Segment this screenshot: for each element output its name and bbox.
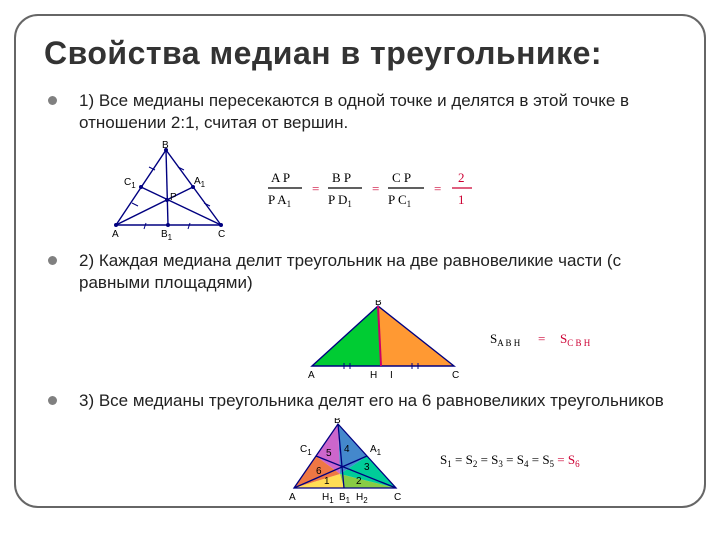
svg-text:S1 = S2: S1 = S2 = S3 = S4 = S5 = S6	[440, 452, 580, 470]
figure1-row: A B C C1 A1 B1 P A P P A1 =	[106, 140, 676, 240]
bullet-icon	[48, 256, 57, 265]
svg-text:C1: C1	[124, 177, 136, 190]
svg-text:A1: A1	[194, 176, 206, 189]
svg-text:B: B	[334, 418, 341, 426]
list-item-2: 2) Каждая медиана делит треугольник на д…	[44, 250, 676, 294]
svg-text:B1: B1	[339, 492, 351, 504]
svg-text:A P: A P	[271, 170, 290, 185]
svg-text:P A1: P A1	[268, 192, 291, 209]
figure2-equation: SA B H = SC B H	[488, 327, 618, 353]
svg-text:SC B H: SC B H	[560, 331, 591, 348]
svg-text:B1: B1	[161, 229, 173, 240]
figure1-triangle: A B C C1 A1 B1 P	[106, 140, 236, 240]
figure1-equation: A P P A1 = B P P D1 = C P P C1 = 2 1	[266, 166, 526, 214]
figure3-triangle: A B C C1 A1 H1 B1 H2 1 2 3 4 5 6	[284, 418, 414, 504]
svg-text:B: B	[375, 300, 382, 308]
svg-text:1: 1	[324, 476, 330, 487]
svg-text:2: 2	[458, 170, 465, 185]
figure3-row: A B C C1 A1 H1 B1 H2 1 2 3 4 5 6 S1 = S2…	[284, 418, 676, 504]
svg-text:2: 2	[356, 476, 362, 487]
figure3-equation: S1 = S2 = S3 = S4 = S5 = S6	[438, 449, 638, 473]
svg-text:4: 4	[344, 444, 350, 455]
slide-frame: Свойства медиан в треугольнике: 1) Все м…	[14, 14, 706, 508]
svg-text:SA B H: SA B H	[490, 331, 521, 348]
svg-text:6: 6	[316, 466, 322, 477]
page-title: Свойства медиан в треугольнике:	[44, 36, 676, 72]
bullet-icon	[48, 96, 57, 105]
svg-text:P: P	[170, 192, 177, 203]
svg-text:P C1: P C1	[388, 192, 411, 209]
svg-text:A: A	[289, 492, 296, 503]
svg-text:=: =	[434, 181, 441, 196]
bullet-icon	[48, 396, 57, 405]
svg-text:C P: C P	[392, 170, 411, 185]
item1-text: 1) Все медианы пересекаются в одной точк…	[79, 90, 676, 134]
svg-text:C1: C1	[300, 444, 312, 457]
list-item-1: 1) Все медианы пересекаются в одной точк…	[44, 90, 676, 134]
svg-text:A: A	[308, 370, 315, 380]
svg-text:=: =	[538, 331, 545, 346]
svg-text:C: C	[218, 229, 225, 240]
svg-text:H: H	[370, 370, 377, 380]
item2-text: 2) Каждая медиана делит треугольник на д…	[79, 250, 676, 294]
svg-text:H1: H1	[322, 492, 334, 504]
svg-text:P D1: P D1	[328, 192, 352, 209]
figure2-triangle: A B C H I	[304, 300, 464, 380]
svg-text:H2: H2	[356, 492, 368, 504]
svg-text:=: =	[312, 181, 319, 196]
svg-text:A1: A1	[370, 444, 382, 457]
svg-text:A: A	[112, 229, 119, 240]
list-item-3: 3) Все медианы треугольника делят его на…	[44, 390, 676, 412]
svg-text:5: 5	[326, 448, 332, 459]
svg-text:C: C	[452, 370, 459, 380]
svg-text:B P: B P	[332, 170, 351, 185]
svg-text:=: =	[372, 181, 379, 196]
svg-text:3: 3	[364, 462, 370, 473]
item3-text: 3) Все медианы треугольника делят его на…	[79, 390, 664, 412]
svg-text:1: 1	[458, 192, 465, 207]
svg-text:I: I	[390, 370, 393, 380]
svg-text:C: C	[394, 492, 401, 503]
figure2-row: A B C H I SA B H = SC B H	[304, 300, 676, 380]
